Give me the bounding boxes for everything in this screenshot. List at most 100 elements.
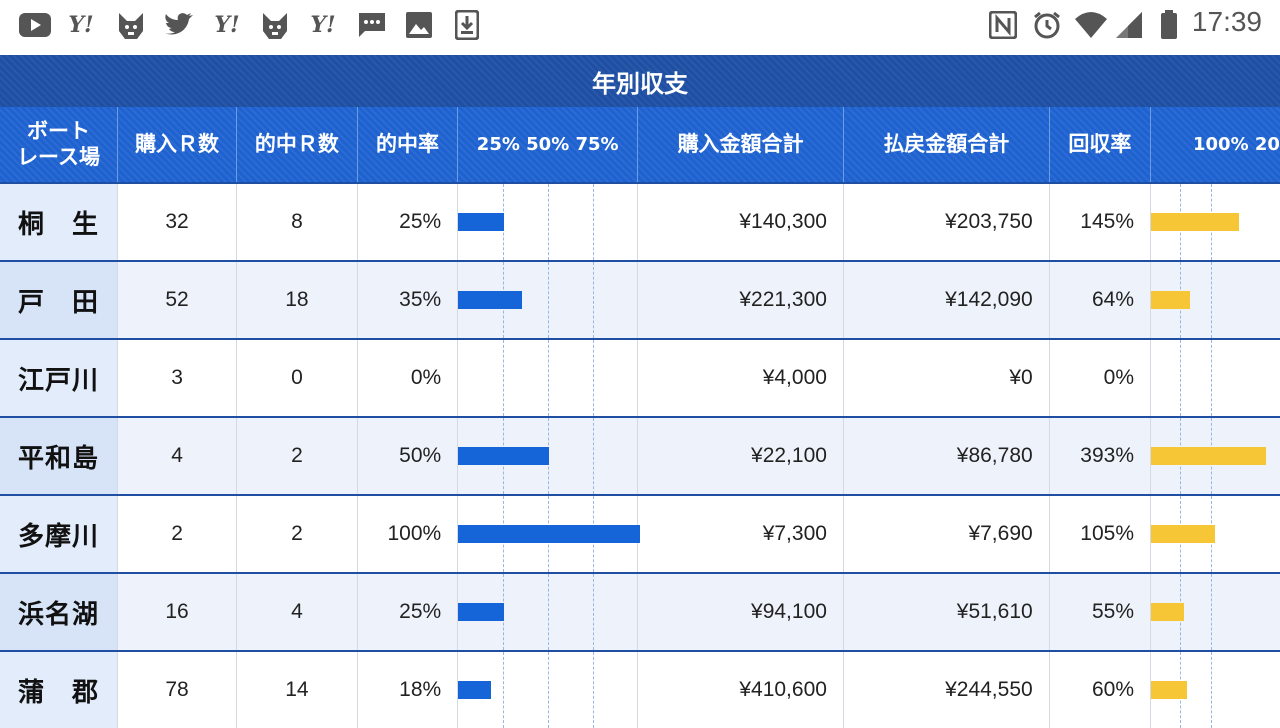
- gridline-100: [1211, 652, 1212, 728]
- signal-icon: [1112, 8, 1146, 42]
- bought-races-cell: 52: [118, 261, 237, 339]
- gridline-50: [548, 184, 549, 260]
- bought-races-cell: 2: [118, 495, 237, 573]
- return-rate-bar: [1151, 525, 1215, 543]
- bought-races-cell: 16: [118, 573, 237, 651]
- hit-rate-bar: [458, 681, 491, 699]
- header-payout-total: 払戻金額合計: [843, 107, 1049, 183]
- yahoo-icon: Y!: [306, 8, 340, 42]
- hit-races-cell: 8: [237, 183, 358, 261]
- gridline-75: [593, 652, 594, 728]
- shiba-dog-icon: [114, 8, 148, 42]
- return-rate-bar: [1151, 681, 1187, 699]
- venue-name: 蒲 郡: [0, 651, 118, 728]
- payout-total-cell: ¥7,690: [843, 495, 1049, 573]
- gridline-75: [593, 574, 594, 650]
- hit-rate-cell: 50%: [357, 417, 457, 495]
- hit-rate-cell: 0%: [357, 339, 457, 417]
- gridline-50: [1180, 340, 1181, 416]
- hit-rate-bar-cell: [458, 573, 638, 651]
- payout-total-cell: ¥203,750: [843, 183, 1049, 261]
- twitter-icon: [162, 8, 196, 42]
- hit-races-cell: 18: [237, 261, 358, 339]
- gridline-50: [548, 652, 549, 728]
- table-header-row: ボート レース場 購入Ｒ数 的中Ｒ数 的中率 25% 50% 75% 購入金額合…: [0, 107, 1280, 183]
- return-rate-bar-cell: [1151, 183, 1280, 261]
- bought-races-cell: 4: [118, 417, 237, 495]
- hit-rate-cell: 25%: [357, 573, 457, 651]
- gridline-50: [548, 340, 549, 416]
- return-rate-bar-cell: [1151, 261, 1280, 339]
- yahoo-icon: Y!: [210, 8, 244, 42]
- payout-total-cell: ¥0: [843, 339, 1049, 417]
- return-rate-cell: 393%: [1049, 417, 1150, 495]
- bought-races-cell: 3: [118, 339, 237, 417]
- download-icon: [450, 8, 484, 42]
- hit-races-cell: 0: [237, 339, 358, 417]
- purchase-total-cell: ¥94,100: [638, 573, 844, 651]
- hit-rate-bar: [458, 525, 640, 543]
- yearly-balance-table: ボート レース場 購入Ｒ数 的中Ｒ数 的中率 25% 50% 75% 購入金額合…: [0, 107, 1280, 728]
- payout-total-cell: ¥142,090: [843, 261, 1049, 339]
- alarm-icon: [1030, 8, 1064, 42]
- return-rate-bar-cell: [1151, 573, 1280, 651]
- return-rate-bar-cell: [1151, 417, 1280, 495]
- hit-rate-bar: [458, 447, 549, 465]
- purchase-total-cell: ¥4,000: [638, 339, 844, 417]
- purchase-total-cell: ¥140,300: [638, 183, 844, 261]
- venue-name: 江戸川: [0, 339, 118, 417]
- hit-rate-bar: [458, 603, 504, 621]
- clock-time: 17:39: [1192, 6, 1262, 38]
- hit-rate-bar-cell: [458, 183, 638, 261]
- payout-total-cell: ¥86,780: [843, 417, 1049, 495]
- hit-races-cell: 2: [237, 495, 358, 573]
- image-icon: [402, 8, 436, 42]
- yahoo-icon: Y!: [64, 8, 98, 42]
- gridline-25: [503, 340, 504, 416]
- header-hit-rate-scale: 25% 50% 75%: [458, 107, 638, 183]
- purchase-total-cell: ¥22,100: [638, 417, 844, 495]
- return-rate-bar-cell: [1151, 651, 1280, 728]
- hit-rate-cell: 35%: [357, 261, 457, 339]
- hit-rate-bar: [458, 213, 504, 231]
- hit-rate-bar-cell: [458, 261, 638, 339]
- payout-total-cell: ¥244,550: [843, 651, 1049, 728]
- gridline-50: [548, 262, 549, 338]
- header-hit-rate: 的中率: [357, 107, 457, 183]
- gridline-100: [1211, 340, 1212, 416]
- shiba-dog-icon: [258, 8, 292, 42]
- return-rate-bar-cell: [1151, 495, 1280, 573]
- hit-rate-cell: 18%: [357, 651, 457, 728]
- status-bar: Y! Y! Y! 17:39: [0, 0, 1280, 52]
- header-bought-races: 購入Ｒ数: [118, 107, 237, 183]
- return-rate-cell: 64%: [1049, 261, 1150, 339]
- return-rate-cell: 55%: [1049, 573, 1150, 651]
- page-title: 年別収支: [0, 55, 1280, 107]
- return-rate-cell: 105%: [1049, 495, 1150, 573]
- hit-rate-bar-cell: [458, 339, 638, 417]
- purchase-total-cell: ¥7,300: [638, 495, 844, 573]
- hit-rate-cell: 100%: [357, 495, 457, 573]
- gridline-75: [593, 340, 594, 416]
- message-icon: [355, 8, 389, 42]
- youtube-icon: [18, 8, 52, 42]
- hit-races-cell: 4: [237, 573, 358, 651]
- bought-races-cell: 32: [118, 183, 237, 261]
- return-rate-bar: [1151, 603, 1184, 621]
- gridline-50: [548, 574, 549, 650]
- hit-races-cell: 2: [237, 417, 358, 495]
- gridline-75: [593, 262, 594, 338]
- header-return-rate-scale: 100% 20: [1151, 107, 1280, 183]
- hit-rate-bar-cell: [458, 495, 638, 573]
- payout-total-cell: ¥51,610: [843, 573, 1049, 651]
- return-rate-bar: [1151, 447, 1266, 465]
- hit-rate-cell: 25%: [357, 183, 457, 261]
- return-rate-bar-cell: [1151, 339, 1280, 417]
- gridline-25: [503, 652, 504, 728]
